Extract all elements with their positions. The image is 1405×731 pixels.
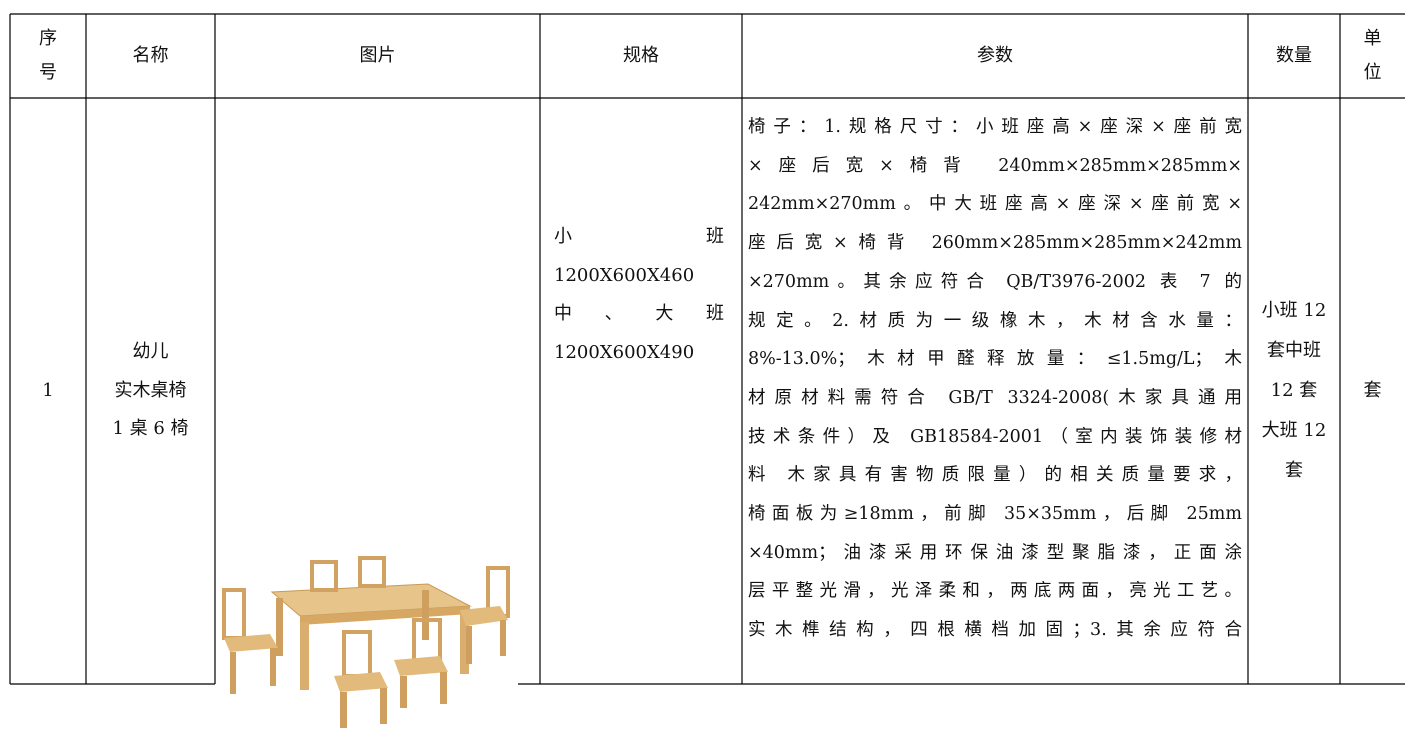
- header-cell: 单位: [1340, 14, 1405, 98]
- text-line: 小班 12: [1261, 300, 1327, 321]
- text-line: 位: [1363, 62, 1382, 83]
- text-line: 椅子：1.规格尺寸：小班座高×座深×座前宽: [748, 117, 1242, 137]
- text-line: 小 班: [554, 226, 724, 247]
- header-cell: 参数: [742, 14, 1248, 98]
- text-line: 实木榫结构，四根横档加固；3.其余应符合: [748, 620, 1242, 641]
- text-line: 套中班: [1267, 340, 1321, 361]
- text-line: 规定。2.材质为一级橡木，木材含水量：: [748, 310, 1242, 331]
- text-line: 套: [1363, 379, 1382, 401]
- text-line: 幼儿: [132, 340, 169, 362]
- text-line: ×座后宽×椅背 240mm×285mm×285mm×: [748, 155, 1242, 176]
- text-line: 单: [1363, 28, 1382, 49]
- text-line: 套: [1285, 460, 1303, 481]
- text-line: 层平整光滑，光泽柔和，两底两面，亮光工艺。: [748, 581, 1242, 602]
- text-line: ×270mm。其余应符合 QB/T3976-2002 表 7 的: [748, 271, 1242, 292]
- text-line: 技术条件）及 GB18584-2001（室内装饰装修材: [748, 426, 1242, 447]
- header-cell: 数量: [1248, 14, 1340, 98]
- text-line: 椅面板为≥18mm，前脚 35×35mm，后脚 25mm: [748, 504, 1242, 525]
- header-cell: 序号: [10, 14, 86, 98]
- text-line: 12 套: [1270, 380, 1318, 401]
- header-cell: 图片: [215, 14, 540, 98]
- text-line: 规格: [623, 45, 659, 66]
- unit-cell: 套: [1340, 98, 1405, 684]
- text-line: 1 桌 6 椅: [112, 418, 189, 440]
- furniture-photo: [218, 545, 518, 731]
- text-line: 序: [39, 28, 57, 49]
- text-line: 中 、 大 班: [554, 303, 724, 325]
- text-line: 图片: [359, 45, 396, 66]
- text-line: 号: [39, 62, 57, 83]
- text-line: 大班 12: [1261, 420, 1327, 441]
- text-line: 8%-13.0%；木材甲醛释放量：≤1.5mg/L；木: [748, 349, 1242, 370]
- text-line: 1200X600X490: [554, 342, 695, 364]
- header-cell: 名称: [86, 14, 215, 98]
- spec-cell: 小 班 1200X600X460 中 、 大 班 1200X600X490: [540, 98, 742, 684]
- index-cell: 1: [10, 98, 86, 684]
- text-line: ×40mm；油漆采用环保油漆型聚脂漆，正面涂: [748, 542, 1242, 563]
- text-line: 名称: [132, 45, 169, 66]
- text-line: 材原材料需符合 GB/T 3324-2008(木家具通用: [748, 387, 1242, 408]
- text-line: 1: [42, 379, 54, 401]
- text-line: 座后宽×椅背 260mm×285mm×285mm×242mm: [748, 233, 1242, 254]
- text-line: 实木桌椅: [114, 379, 187, 401]
- text-line: 1200X600X460: [554, 264, 695, 286]
- header-cell: 规格: [540, 14, 742, 98]
- text-line: 242mm×270mm。中大班座高×座深×座前宽×: [748, 194, 1242, 215]
- text-line: 料 木家具有害物质限量）的相关质量要求，: [748, 465, 1242, 486]
- param-cell: 椅子：1.规格尺寸：小班座高×座深×座前宽 ×座后宽×椅背 240mm×285mm…: [742, 98, 1248, 684]
- name-cell: 幼儿实木桌椅 1 桌 6 椅: [86, 98, 215, 684]
- text-line: 参数: [977, 45, 1013, 66]
- qty-cell: 小班 12 套中班 12 套大班 12 套: [1248, 98, 1340, 684]
- text-line: 数量: [1276, 45, 1312, 66]
